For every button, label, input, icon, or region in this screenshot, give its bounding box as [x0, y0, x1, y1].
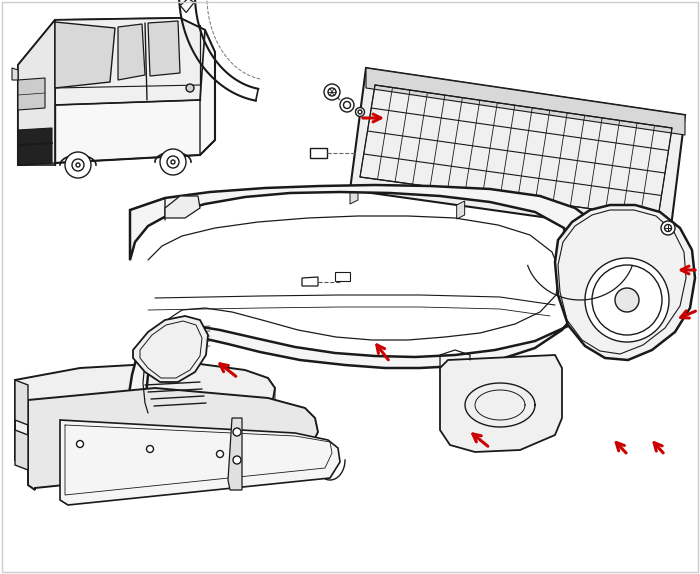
- Polygon shape: [148, 21, 180, 76]
- Circle shape: [65, 152, 91, 178]
- Polygon shape: [670, 231, 678, 249]
- Polygon shape: [28, 388, 318, 490]
- Circle shape: [615, 288, 639, 312]
- Polygon shape: [555, 205, 695, 360]
- Polygon shape: [18, 78, 45, 110]
- Circle shape: [585, 258, 669, 342]
- Polygon shape: [456, 201, 465, 219]
- Circle shape: [358, 110, 362, 114]
- Circle shape: [233, 428, 241, 436]
- Circle shape: [664, 224, 671, 231]
- Polygon shape: [60, 420, 340, 505]
- Circle shape: [233, 456, 241, 464]
- Circle shape: [216, 451, 223, 457]
- Polygon shape: [165, 196, 200, 218]
- Polygon shape: [15, 380, 28, 425]
- Circle shape: [356, 107, 365, 117]
- Circle shape: [146, 445, 153, 452]
- Polygon shape: [595, 216, 622, 237]
- Polygon shape: [15, 430, 28, 470]
- Polygon shape: [440, 355, 562, 452]
- Polygon shape: [128, 185, 608, 438]
- Circle shape: [592, 265, 662, 335]
- Polygon shape: [18, 128, 52, 165]
- Polygon shape: [118, 24, 145, 80]
- Polygon shape: [55, 22, 115, 88]
- Polygon shape: [228, 418, 242, 490]
- Circle shape: [340, 98, 354, 112]
- Polygon shape: [55, 18, 205, 105]
- Polygon shape: [18, 20, 55, 165]
- Circle shape: [661, 221, 675, 235]
- Polygon shape: [12, 68, 18, 80]
- Polygon shape: [350, 68, 685, 235]
- Circle shape: [72, 159, 84, 171]
- Circle shape: [160, 149, 186, 175]
- Circle shape: [344, 102, 351, 108]
- Circle shape: [324, 84, 340, 100]
- Polygon shape: [18, 18, 215, 165]
- Circle shape: [186, 84, 194, 92]
- Polygon shape: [564, 216, 571, 234]
- Circle shape: [167, 156, 179, 168]
- Circle shape: [328, 88, 336, 96]
- Circle shape: [76, 163, 80, 167]
- Circle shape: [76, 440, 83, 448]
- Polygon shape: [133, 316, 208, 382]
- Polygon shape: [15, 362, 275, 465]
- Polygon shape: [366, 68, 685, 135]
- Circle shape: [171, 160, 175, 164]
- Circle shape: [604, 221, 612, 229]
- Polygon shape: [350, 186, 358, 204]
